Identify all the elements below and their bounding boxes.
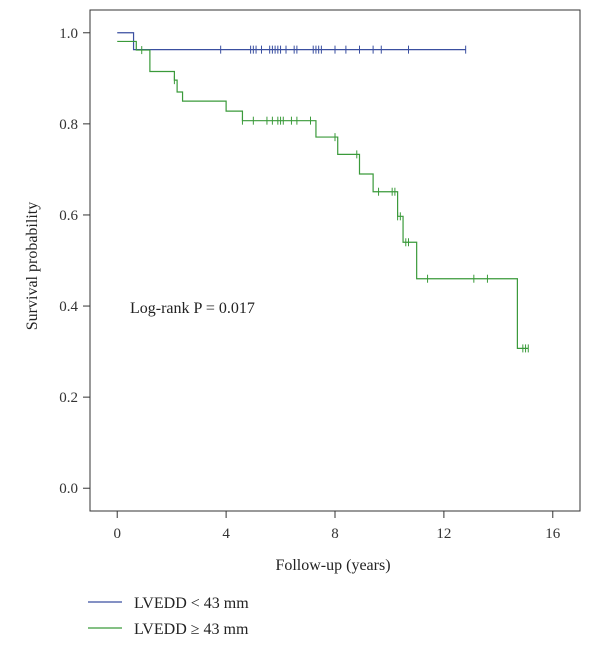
x-tick-label-16: 16: [545, 526, 561, 542]
x-tick-label-12: 12: [436, 526, 451, 542]
plot-frame: [89, 9, 581, 512]
legend-label-lvedd-ge-43: LVEDD ≥ 43 mm: [134, 621, 249, 638]
y-tick-label-5: 1.0: [59, 26, 78, 42]
logrank-annotation: Log-rank P = 0.017: [130, 300, 255, 317]
y-axis-label: Survival probability: [24, 202, 41, 330]
x-tick-label-0: 0: [113, 526, 121, 542]
legend: LVEDD < 43 mm LVEDD ≥ 43 mm: [88, 595, 249, 638]
y-tick-label-1: 0.2: [59, 390, 78, 406]
series-0: [117, 32, 467, 54]
y-tick-label-2: 0.4: [59, 299, 78, 315]
survival-curve-1: [117, 40, 529, 350]
x-tick-label-8: 8: [331, 526, 339, 542]
x-axis-label: Follow-up (years): [275, 557, 390, 574]
y-tick-label-4: 0.8: [59, 117, 78, 133]
series-layer: [117, 32, 529, 353]
series-1: [117, 40, 529, 353]
x-tick-label-4: 4: [222, 526, 230, 542]
survival-curve-0: [117, 32, 466, 51]
legend-label-lvedd-lt-43: LVEDD < 43 mm: [134, 595, 249, 612]
axis-ticks: 0 4 8 12 16 0.0 0.2 0.4 0.6 0.8 1.0: [59, 26, 561, 542]
y-tick-label-0: 0.0: [59, 481, 78, 497]
y-tick-label-3: 0.6: [59, 208, 78, 224]
